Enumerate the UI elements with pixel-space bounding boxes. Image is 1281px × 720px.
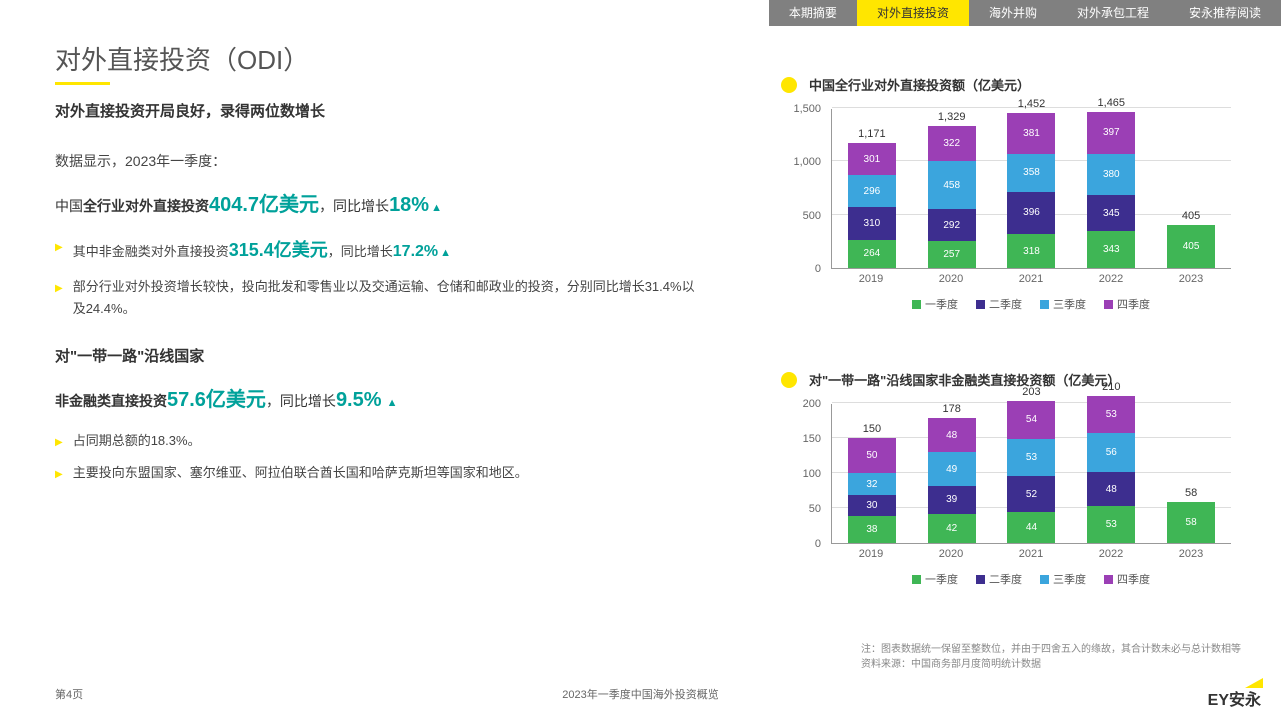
up-icon: ▲: [384, 397, 398, 409]
bullet-2: ▶ 部分行业对外投资增长较快，投向批发和零售业以及交通运输、仓储和邮政业的投资，…: [55, 276, 695, 320]
bullet-1: ▶ 其中非金融类对外直接投资315.4亿美元，同比增长17.2%▲: [55, 235, 695, 266]
subtitle: 对外直接投资开局良好，录得两位数增长: [55, 100, 695, 121]
bullet-4: ▶ 主要投向东盟国家、塞尔维亚、阿拉伯联合酋长国和哈萨克斯坦等国家和地区。: [55, 462, 695, 484]
section2-title: 对"一带一路"沿线国家: [55, 345, 695, 366]
chart1-title: 中国全行业对外直接投资额（亿美元）: [809, 75, 1030, 94]
bullet-icon: ▶: [55, 466, 63, 484]
bullet-icon: ▶: [55, 280, 63, 320]
bullet-icon: ▶: [55, 434, 63, 452]
line-1: 中国全行业对外直接投资404.7亿美元，同比增长18%▲: [55, 189, 695, 221]
chart-note: 注：图表数据统一保留至整数位，并由于四舍五入的缘故，其合计数未必与总计数相等 资…: [861, 642, 1241, 672]
bullet-3: ▶ 占同期总额的18.3%。: [55, 430, 695, 452]
up-icon: ▲: [431, 202, 442, 214]
doc-title: 2023年一季度中国海外投资概览: [562, 686, 718, 702]
nav-tab[interactable]: 安永推荐阅读: [1169, 0, 1281, 26]
title-underline: [55, 82, 110, 85]
page-number: 第4页: [55, 686, 83, 702]
up-icon: ▲: [440, 247, 451, 259]
chart1: 05001,0001,5001,1712643102963011,3292572…: [781, 109, 1241, 319]
nav-tab[interactable]: 海外并购: [969, 0, 1057, 26]
intro: 数据显示，2023年一季度：: [55, 151, 695, 171]
nav-tab[interactable]: 本期摘要: [769, 0, 857, 26]
dot-icon: [781, 372, 797, 388]
bullet-icon: ▶: [55, 239, 63, 266]
line-2: 非金融类直接投资57.6亿美元，同比增长9.5% ▲: [55, 384, 695, 416]
left-content: 对外直接投资开局良好，录得两位数增长 数据显示，2023年一季度： 中国全行业对…: [55, 100, 695, 494]
chart2: 0501001502001503830325017842394948203445…: [781, 404, 1241, 594]
chart1-box: 中国全行业对外直接投资额（亿美元） 05001,0001,5001,171264…: [781, 75, 1241, 319]
page-title: 对外直接投资（ODI）: [55, 40, 309, 77]
nav-tab[interactable]: 对外直接投资: [857, 0, 969, 26]
ey-logo: EY安永: [1208, 686, 1261, 710]
chart2-box: 对"一带一路"沿线国家非金融类直接投资额（亿美元） 05010015020015…: [781, 370, 1241, 594]
dot-icon: [781, 77, 797, 93]
nav-tabs: 本期摘要对外直接投资海外并购对外承包工程安永推荐阅读: [769, 0, 1281, 26]
nav-tab[interactable]: 对外承包工程: [1057, 0, 1169, 26]
